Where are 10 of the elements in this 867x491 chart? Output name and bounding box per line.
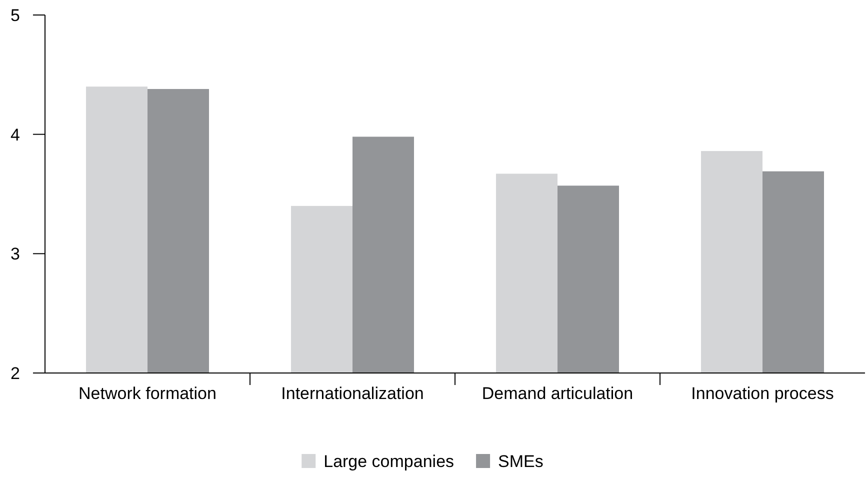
legend-label: Large companies <box>324 452 454 471</box>
x-tick-label: Demand articulation <box>482 384 634 403</box>
legend-label: SMEs <box>498 452 544 471</box>
y-tick-label: 3 <box>10 244 20 264</box>
x-tick-label: Network formation <box>78 384 216 403</box>
y-tick-label: 4 <box>10 125 20 144</box>
x-tick-label: Internationalization <box>281 384 424 403</box>
y-tick-label: 5 <box>10 6 20 25</box>
y-tick-label: 2 <box>10 364 20 383</box>
x-tick-label: Innovation process <box>691 384 834 403</box>
